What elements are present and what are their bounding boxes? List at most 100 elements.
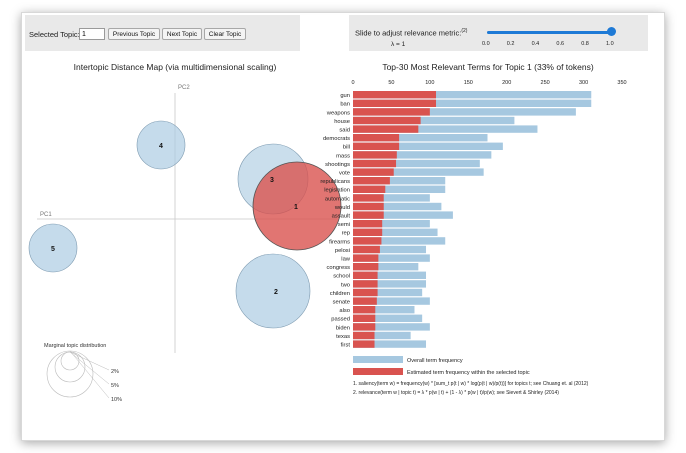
bar-overall-mass[interactable] [353,151,492,159]
bar-overall-senate[interactable] [353,297,430,305]
term-label[interactable]: also [339,308,350,314]
bar-overall-law[interactable] [353,254,430,262]
term-label[interactable]: weapons [326,110,350,116]
bar-overall-said[interactable] [353,125,538,133]
slider-thumb[interactable] [606,27,616,36]
term-label[interactable]: democrats [323,136,350,142]
bar-topic-would[interactable] [353,202,384,211]
bar-overall-democrats[interactable] [353,134,488,142]
bar-overall-ban[interactable] [353,99,592,107]
bar-overall-firearms[interactable] [353,237,446,245]
term-label[interactable]: law [341,257,351,263]
bar-overall-legislation[interactable] [353,185,446,193]
bar-topic-bill[interactable] [353,142,400,150]
term-label[interactable]: first [341,343,351,349]
bar-topic-passed[interactable] [353,314,376,322]
bar-topic-texas[interactable] [353,331,375,340]
bar-overall-first[interactable] [353,340,427,348]
bar-topic-vote[interactable] [353,168,394,176]
bar-overall-semi[interactable] [353,220,430,228]
term-label[interactable]: biden [336,325,350,331]
selected-topic-input[interactable] [79,28,105,40]
term-label[interactable]: rep [342,231,350,237]
bar-topic-biden[interactable] [353,323,376,331]
topic-circle-4[interactable] [136,120,186,170]
bar-overall-rep[interactable] [353,228,438,236]
term-label[interactable]: senate [333,300,350,306]
topic-circle-5[interactable] [28,223,78,273]
term-label[interactable]: bill [343,145,350,151]
term-label[interactable]: ban [340,102,350,108]
term-label[interactable]: firearms [329,239,350,245]
bar-topic-weapons[interactable] [353,108,430,116]
term-label[interactable]: house [334,119,350,125]
bar-topic-mass[interactable] [353,151,397,159]
bar-topic-semi[interactable] [353,220,383,228]
topic-circle-2[interactable] [235,253,311,329]
bar-topic-said[interactable] [353,125,419,133]
bar-topic-ban[interactable] [353,99,437,107]
term-label[interactable]: legislation [324,188,350,194]
bar-topic-also[interactable] [353,306,376,314]
bar-topic-rep[interactable] [353,228,383,236]
clear-topic-button[interactable]: Clear Topic [204,28,246,40]
term-label[interactable]: pelosi [335,248,350,254]
bar-topic-pelosi[interactable] [353,245,380,254]
term-label[interactable]: semi [338,222,350,228]
bar-overall-shootings[interactable] [353,159,480,168]
term-label[interactable]: said [339,128,350,134]
bar-overall-weapons[interactable] [353,108,576,116]
bar-overall-would[interactable] [353,202,442,211]
term-label[interactable]: republicans [320,179,350,185]
term-label[interactable]: congress [326,265,350,271]
bar-topic-democrats[interactable] [353,134,400,142]
term-label[interactable]: mass [336,153,350,159]
bar-overall-house[interactable] [353,116,515,125]
term-label[interactable]: automatic [325,196,350,202]
bar-topic-automatic[interactable] [353,194,384,202]
term-label[interactable]: school [333,274,350,280]
bar-topic-republicans[interactable] [353,177,390,185]
term-label[interactable]: texas [336,334,350,340]
bar-overall-pelosi[interactable] [353,245,427,254]
term-label[interactable]: shootings [325,162,350,168]
bar-overall-texas[interactable] [353,331,411,340]
bar-overall-biden[interactable] [353,323,430,331]
bar-topic-school[interactable] [353,271,378,279]
topic-circle-1[interactable] [252,161,342,251]
bar-topic-congress[interactable] [353,263,379,271]
term-label[interactable]: gun [340,93,350,99]
term-label[interactable]: two [341,282,350,288]
bar-overall-children[interactable] [353,288,423,297]
bar-overall-vote[interactable] [353,168,484,176]
bar-overall-gun[interactable] [353,91,592,99]
bar-topic-house[interactable] [353,116,421,125]
bar-overall-bill[interactable] [353,142,503,150]
bar-topic-senate[interactable] [353,297,377,305]
bar-overall-automatic[interactable] [353,194,430,202]
term-label[interactable]: passed [331,317,350,323]
bar-overall-congress[interactable] [353,263,419,271]
bar-overall-assault[interactable] [353,211,453,219]
previous-topic-button[interactable]: Previous Topic [108,28,160,40]
bar-topic-law[interactable] [353,254,379,262]
bar-topic-shootings[interactable] [353,159,397,168]
relevance-slider[interactable] [487,27,616,37]
bar-topic-first[interactable] [353,340,375,348]
bar-topic-two[interactable] [353,280,378,288]
bar-overall-passed[interactable] [353,314,423,322]
term-label[interactable]: would [334,205,350,211]
term-label[interactable]: assault [332,214,351,220]
next-topic-button[interactable]: Next Topic [162,28,202,40]
term-label[interactable]: children [330,291,350,297]
term-label[interactable]: vote [339,171,350,177]
bar-topic-gun[interactable] [353,91,437,99]
bar-topic-legislation[interactable] [353,185,386,193]
bar-overall-republicans[interactable] [353,177,446,185]
bar-overall-also[interactable] [353,306,415,314]
bar-overall-school[interactable] [353,271,427,279]
bar-topic-assault[interactable] [353,211,384,219]
bar-topic-firearms[interactable] [353,237,382,245]
bar-overall-two[interactable] [353,280,427,288]
bar-topic-children[interactable] [353,288,378,297]
